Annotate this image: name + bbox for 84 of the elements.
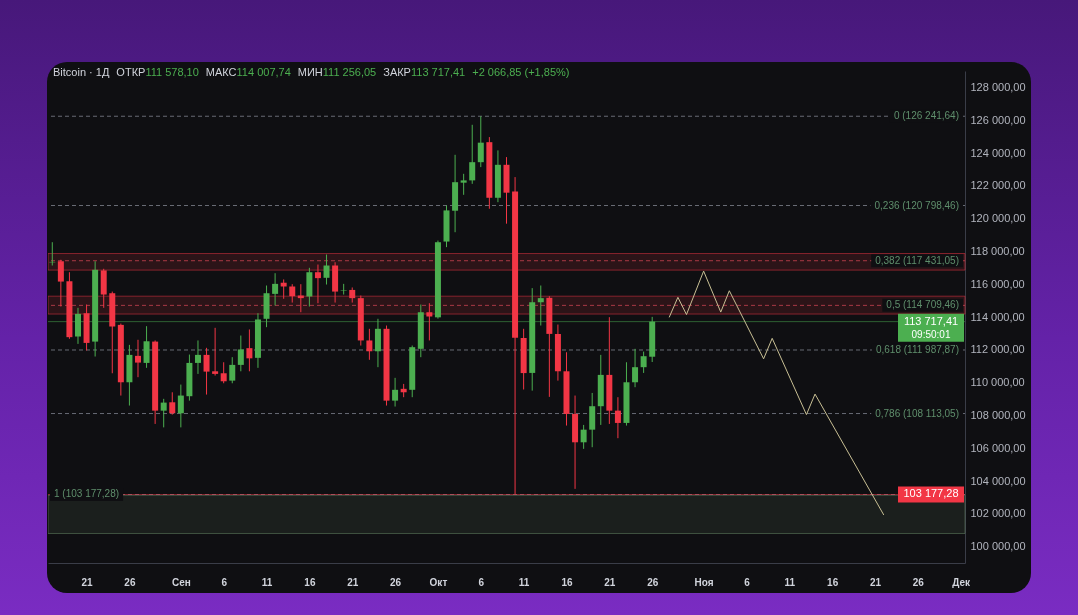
ref-line-label: 103 177,28 <box>903 487 959 500</box>
annotation: ЗАКР113 717,41 <box>383 66 466 78</box>
candlestick <box>632 348 639 388</box>
candlestick <box>426 302 433 341</box>
x-tick-label: Окт <box>429 576 448 588</box>
candlestick <box>272 272 279 307</box>
ref-line-label: 1 (103 177,28) <box>54 488 120 500</box>
candlestick <box>75 307 81 345</box>
x-tick-label: 21 <box>604 576 616 588</box>
y-tick-label: 108 000,00 <box>970 408 1026 421</box>
x-tick-label: 6 <box>478 576 485 588</box>
candlestick <box>203 347 210 396</box>
candlestick <box>460 173 467 196</box>
candlestick <box>340 283 347 296</box>
ref-line-label: 0,382 (117 431,05) <box>875 254 959 266</box>
y-tick-label: 128 000,00 <box>970 80 1026 93</box>
candlestick <box>57 259 64 307</box>
y-tick-label: 118 000,00 <box>970 244 1025 257</box>
ref-line-label: 0,618 (111 987,87) <box>875 344 959 355</box>
annotation: МИН111 256,05 <box>297 66 377 78</box>
candlestick <box>143 325 150 369</box>
x-tick-label: 16 <box>827 576 839 588</box>
candlestick <box>314 264 321 304</box>
y-tick-label: 110 000,00 <box>970 376 1025 389</box>
x-tick-label: Сен <box>171 576 191 588</box>
x-tick-label: 6 <box>221 576 228 588</box>
ref-line-label: 113 717,41 <box>903 314 959 327</box>
candlestick <box>246 328 253 372</box>
x-tick-label: 21 <box>347 576 359 588</box>
annotation: 09:50:01 <box>911 328 951 340</box>
y-tick-label: 126 000,00 <box>970 113 1026 126</box>
x-tick-label: 11 <box>784 576 796 588</box>
candlestick <box>366 328 373 361</box>
x-tick-label: 16 <box>561 576 573 588</box>
y-tick-label: 100 000,00 <box>970 540 1026 553</box>
candlestick <box>194 339 201 375</box>
y-tick-label: 124 000,00 <box>970 146 1026 159</box>
candlestick <box>477 115 484 168</box>
annotation: ОТКР111 578,10 <box>116 66 199 78</box>
candlestick <box>229 356 236 384</box>
x-tick-label: Дек <box>952 576 972 588</box>
candlestick <box>169 391 176 416</box>
candlestick <box>237 335 244 372</box>
candlestick <box>537 285 544 327</box>
x-tick-label: 26 <box>390 576 402 588</box>
candlestick <box>580 424 587 450</box>
y-tick-label: 106 000,00 <box>970 441 1026 454</box>
x-tick-label: 21 <box>81 576 94 588</box>
candlestick <box>177 384 184 428</box>
annotation: +2 066,85 (+1,85%) <box>472 66 570 78</box>
candlestick <box>589 392 596 448</box>
candlestick <box>374 318 381 368</box>
x-tick-label: Ноя <box>694 576 714 588</box>
x-tick-label: 16 <box>304 576 316 588</box>
chart-title: Bitcoin · 1Д <box>53 66 110 78</box>
y-tick-label: 122 000,00 <box>970 179 1026 192</box>
candlestick <box>469 124 476 185</box>
ref-line-label: 0,236 (120 798,46) <box>874 199 959 211</box>
candlestick <box>289 283 296 304</box>
x-tick-label: 11 <box>261 576 273 588</box>
candlestick <box>212 327 219 377</box>
ref-line-label: 0,5 (114 709,46) <box>886 299 959 311</box>
y-tick-label: 102 000,00 <box>970 507 1026 520</box>
candlestick <box>160 398 167 428</box>
x-tick-label: 26 <box>912 576 925 588</box>
y-tick-label: 104 000,00 <box>970 474 1026 487</box>
candlestick <box>220 361 227 384</box>
x-tick-label: 11 <box>518 576 530 588</box>
annotation: МАКС114 007,74 <box>205 66 291 78</box>
candlestick <box>134 339 141 378</box>
candlestick <box>614 396 621 439</box>
x-tick-label: 26 <box>124 576 136 588</box>
candlestick <box>392 377 399 408</box>
x-tick-label: 21 <box>869 576 882 588</box>
y-tick-label: 120 000,00 <box>970 212 1026 225</box>
candlestick <box>640 351 647 374</box>
x-tick-label: 26 <box>647 576 659 588</box>
y-tick-label: 112 000,00 <box>970 343 1025 356</box>
ref-line-label: 0 (126 241,64) <box>893 110 959 122</box>
ref-line-label: 0,786 (108 113,05) <box>875 407 959 419</box>
candlestick <box>323 254 330 286</box>
y-tick-label: 114 000,00 <box>970 310 1025 323</box>
y-tick-label: 116 000,00 <box>970 277 1025 290</box>
x-tick-label: 6 <box>744 576 751 588</box>
